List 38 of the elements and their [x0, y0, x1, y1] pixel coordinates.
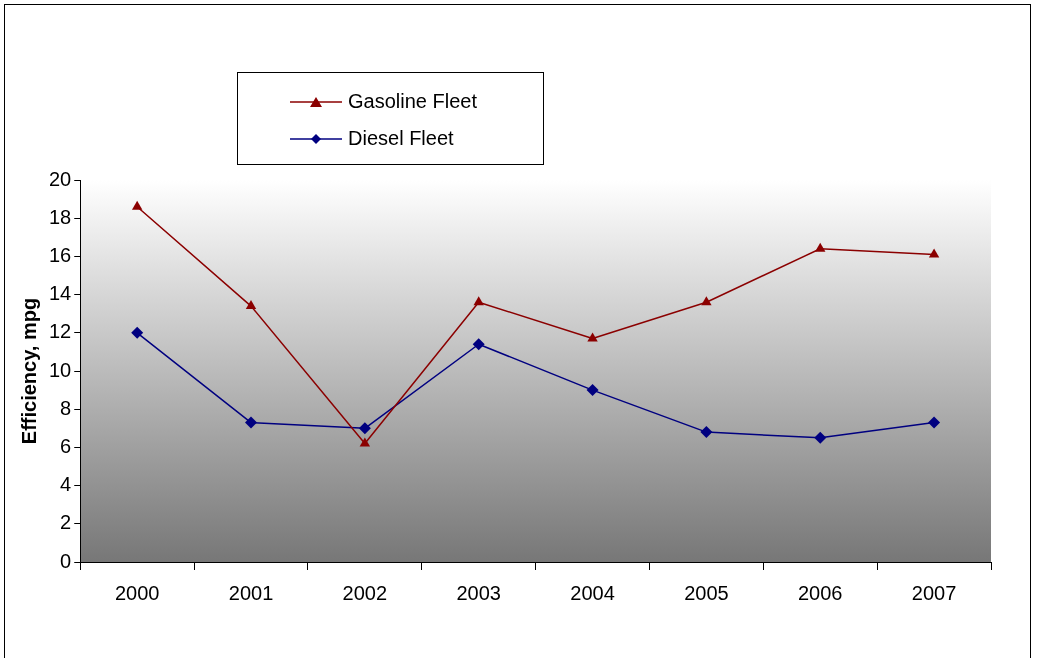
point [587, 332, 598, 342]
y-tick-label: 8 [60, 396, 72, 419]
x-tick-label: 2003 [456, 581, 501, 604]
point [358, 422, 371, 435]
y-tick-label: 10 [49, 358, 72, 381]
point [359, 437, 371, 447]
y-tick-label: 14 [49, 282, 72, 305]
y-axis-title: Efficiency, mpg [17, 297, 40, 445]
point [472, 338, 485, 351]
point [131, 326, 144, 339]
point [586, 384, 599, 397]
x-tick-label: 2005 [684, 581, 729, 604]
y-tick-label: 12 [49, 320, 72, 343]
y-tick-label: 6 [60, 434, 72, 457]
point [928, 248, 940, 258]
point [131, 200, 143, 210]
y-tick-label: 20 [49, 167, 72, 190]
y-tick-label: 16 [49, 243, 72, 266]
x-tick-label: 2006 [797, 581, 843, 604]
y-tick-label: 4 [60, 473, 72, 496]
x-tick-label: 2001 [228, 581, 274, 604]
legend-label: Gasoline Fleet [348, 90, 477, 113]
legend-label: Diesel Fleet [348, 127, 454, 150]
x-tick-label: 2002 [342, 581, 388, 604]
point [928, 416, 941, 429]
x-tick-label: 2000 [114, 581, 160, 604]
point [814, 431, 827, 444]
y-tick-label: 2 [60, 511, 72, 534]
point [701, 296, 712, 306]
point [815, 242, 826, 252]
point [473, 296, 484, 306]
point [245, 300, 257, 310]
y-tick-label: 18 [49, 205, 72, 228]
point [245, 416, 258, 429]
y-tick-label: 0 [60, 549, 72, 572]
x-tick-label: 2004 [570, 581, 615, 604]
point [700, 426, 713, 439]
x-tick-label: 2007 [911, 581, 957, 604]
